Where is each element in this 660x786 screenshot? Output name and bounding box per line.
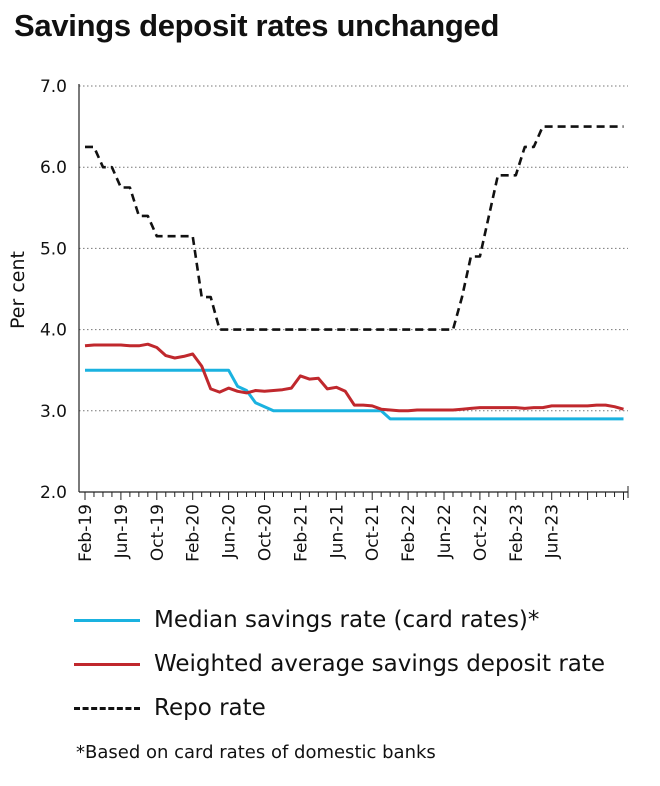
x-tick-label: Jun-22 bbox=[435, 504, 455, 559]
series-lines bbox=[84, 125, 624, 421]
x-tick-label: Feb-19 bbox=[76, 504, 96, 562]
axes bbox=[78, 84, 629, 500]
legend-swatch bbox=[74, 662, 140, 666]
y-tick-label: 5.0 bbox=[40, 239, 67, 259]
series-line bbox=[85, 368, 624, 421]
x-tick-label: Oct-22 bbox=[471, 504, 491, 561]
legend: Median savings rate (card rates)* Weighte… bbox=[74, 598, 605, 730]
gridlines bbox=[79, 85, 628, 412]
legend-item: Weighted average savings deposit rate bbox=[74, 642, 605, 686]
chart-title: Savings deposit rates unchanged bbox=[14, 8, 500, 43]
y-tick-label: 4.0 bbox=[40, 321, 67, 341]
x-tick-label: Oct-21 bbox=[363, 504, 383, 561]
y-tick-label: 3.0 bbox=[40, 402, 67, 422]
x-tick-label: Jun-19 bbox=[112, 504, 132, 559]
y-tick-label: 7.0 bbox=[40, 77, 67, 97]
x-tick-label: Feb-23 bbox=[507, 504, 527, 562]
x-tick-label: Feb-20 bbox=[184, 504, 204, 562]
y-tick-label: 2.0 bbox=[40, 483, 67, 503]
footnote: *Based on card rates of domestic banks bbox=[76, 742, 436, 763]
x-tick-label: Feb-22 bbox=[399, 504, 419, 562]
x-tick-label: Jun-20 bbox=[220, 504, 240, 559]
y-tick-label: 6.0 bbox=[40, 158, 67, 178]
x-tick-label: Jun-23 bbox=[543, 504, 563, 559]
legend-item: Median savings rate (card rates)* bbox=[74, 598, 605, 642]
x-tick-label: Oct-19 bbox=[148, 504, 168, 561]
line-chart: 2.03.04.05.06.07.0 Feb-19 Jun-19 Oct-19 Feb… bbox=[7, 77, 629, 562]
x-tick-label: Jun-21 bbox=[327, 504, 347, 559]
x-tick-labels: Feb-19 Jun-19 Oct-19 Feb-20 Jun-20 Oct-20 Feb-… bbox=[76, 504, 563, 562]
legend-label: Repo rate bbox=[154, 695, 266, 721]
legend-label: Weighted average savings deposit rate bbox=[154, 651, 606, 677]
y-axis-title: Per cent bbox=[7, 251, 29, 329]
legend-label: Median savings rate (card rates)* bbox=[154, 607, 540, 633]
x-tick-label: Feb-21 bbox=[291, 504, 311, 562]
x-tick-label: Oct-20 bbox=[256, 504, 276, 561]
series-line bbox=[85, 125, 624, 331]
legend-swatch bbox=[74, 618, 140, 622]
legend-item: Repo rate bbox=[74, 686, 605, 730]
series-line bbox=[84, 342, 624, 413]
y-tick-labels: 2.0 3.0 4.0 5.0 6.0 7.0 bbox=[40, 77, 67, 503]
legend-swatch bbox=[74, 706, 140, 710]
